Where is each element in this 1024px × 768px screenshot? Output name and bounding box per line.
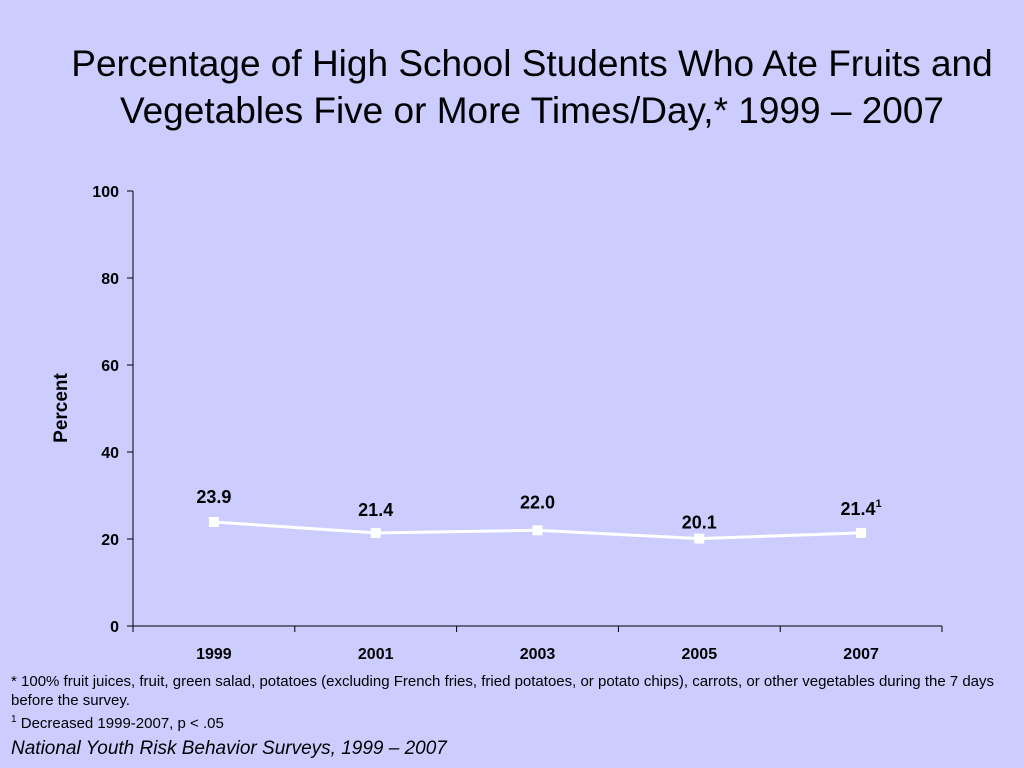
x-tick-label: 2005 xyxy=(682,646,718,663)
data-point-marker xyxy=(532,525,543,536)
y-tick-label: 40 xyxy=(101,445,119,462)
line-chart: 0 20 40 60 80 100 1999 2001 2003 2005 2007 23.9 21… xyxy=(51,184,943,663)
x-tick-label: 2001 xyxy=(358,646,394,663)
data-point-marker xyxy=(856,527,867,538)
footnote-asterisk-text: * 100% fruit juices, fruit, green salad,… xyxy=(11,673,995,709)
footnote-superscript-mark: 1 xyxy=(11,714,17,725)
data-label-value: 21.4 xyxy=(358,500,393,520)
y-axis-title: Percent xyxy=(51,372,72,442)
footnote: * 100% fruit juices, fruit, green salad,… xyxy=(11,672,1011,733)
y-tick-label: 100 xyxy=(92,184,119,201)
data-label: 22.0 xyxy=(520,492,555,512)
data-label: 21.4 xyxy=(358,500,393,520)
data-label-value: 21.4 xyxy=(841,499,876,519)
chart-title: Percentage of High School Students Who A… xyxy=(71,43,993,131)
y-tick-label: 0 xyxy=(110,619,119,636)
x-tick-label: 2003 xyxy=(520,646,556,663)
y-tick-label: 80 xyxy=(101,271,119,288)
data-point-marker xyxy=(694,533,705,544)
data-point-marker xyxy=(208,517,219,528)
data-label: 21.41 xyxy=(841,498,882,519)
footnote-significance-text: Decreased 1999-2007, p < .05 xyxy=(16,715,224,732)
chart-axes xyxy=(132,191,942,627)
data-labels: 23.921.4 22.020.121.41 xyxy=(196,487,881,533)
x-axis-ticks: 1999 2001 2003 2005 2007 xyxy=(132,626,943,663)
y-tick-label: 60 xyxy=(101,358,119,375)
x-tick-label: 1999 xyxy=(196,646,232,663)
data-label-superscript: 1 xyxy=(876,498,882,510)
source-citation: National Youth Risk Behavior Surveys, 19… xyxy=(11,738,447,759)
data-label: 20.1 xyxy=(682,513,717,533)
data-label: 23.9 xyxy=(196,487,231,507)
data-point-marker xyxy=(370,527,381,538)
y-axis-ticks: 0 20 40 60 80 100 xyxy=(92,184,133,636)
data-label-value: 22.0 xyxy=(520,492,555,512)
y-tick-label: 20 xyxy=(101,532,119,549)
x-tick-label: 2007 xyxy=(843,646,879,663)
data-label-value: 23.9 xyxy=(196,487,231,507)
data-label-value: 20.1 xyxy=(682,513,717,533)
data-series xyxy=(208,517,867,544)
